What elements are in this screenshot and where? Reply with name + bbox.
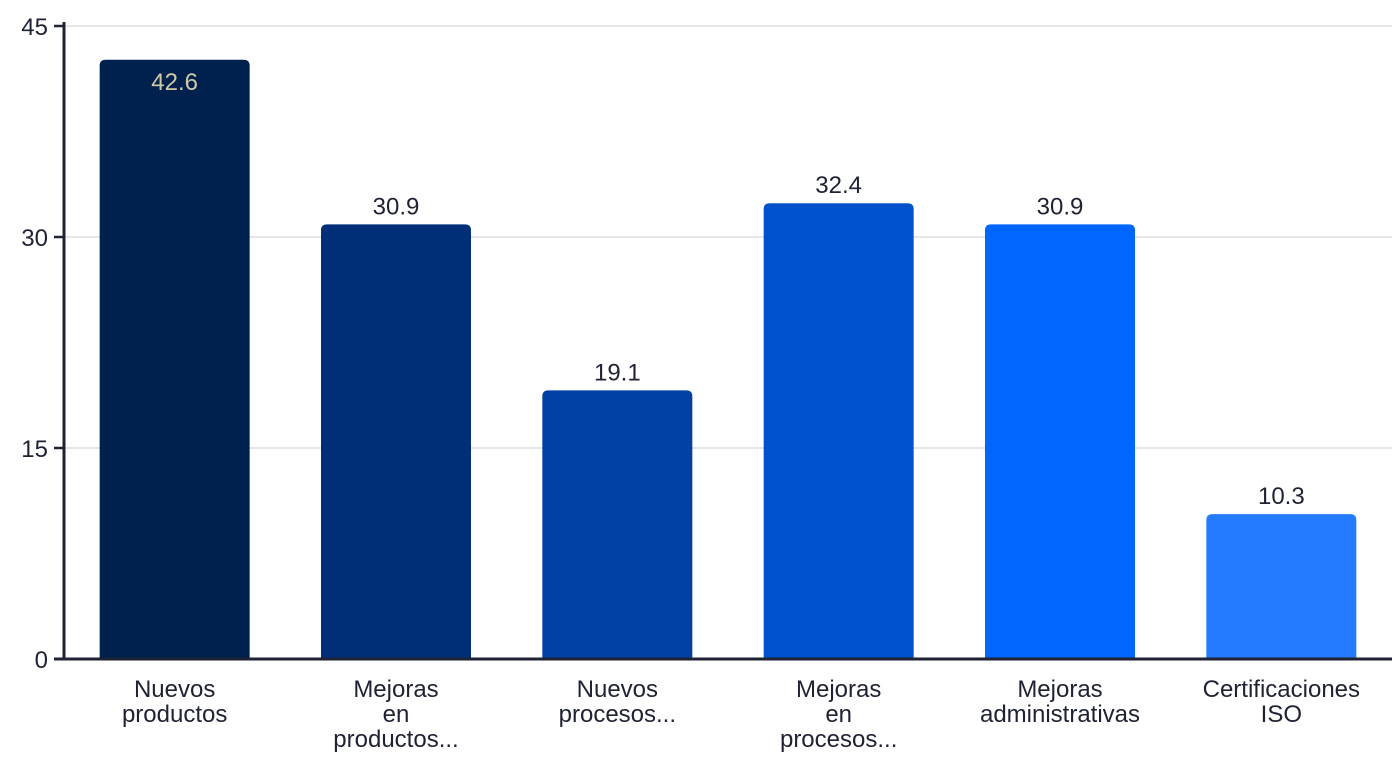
x-tick-label: en xyxy=(383,701,410,728)
bar xyxy=(321,224,471,659)
labels: 015304542.6Nuevosproductos30.9Mejorasenp… xyxy=(21,14,1360,753)
bar-value-label: 30.9 xyxy=(373,193,420,220)
x-tick-label: Nuevos xyxy=(577,676,658,703)
x-tick-label: Nuevos xyxy=(134,676,215,703)
x-tick-label: Mejoras xyxy=(353,676,438,703)
x-tick-label: Mejoras xyxy=(796,676,881,703)
bar-value-label: 42.6 xyxy=(151,69,198,96)
bar xyxy=(542,390,693,659)
x-tick-label: en xyxy=(825,701,852,728)
bar xyxy=(985,224,1135,659)
x-tick-label: administrativas xyxy=(980,701,1140,728)
x-tick-label: Certificaciones xyxy=(1203,676,1360,703)
x-tick-label: ISO xyxy=(1261,701,1302,728)
y-tick-label: 45 xyxy=(21,14,48,41)
x-tick-label: Mejoras xyxy=(1017,676,1102,703)
bars xyxy=(99,59,1357,660)
y-tick-label: 0 xyxy=(35,647,48,674)
bar xyxy=(99,59,250,659)
y-tick-label: 30 xyxy=(21,225,48,252)
bar xyxy=(1206,514,1357,659)
bar xyxy=(763,203,914,660)
bar-value-label: 10.3 xyxy=(1258,483,1305,510)
axes xyxy=(54,22,1392,661)
x-tick-label: productos xyxy=(122,701,227,728)
x-tick-label: productos... xyxy=(333,726,458,753)
bar-value-label: 19.1 xyxy=(594,359,641,386)
bar-value-label: 30.9 xyxy=(1037,193,1084,220)
bar-value-label: 32.4 xyxy=(815,172,862,199)
x-tick-label: procesos... xyxy=(559,701,676,728)
y-tick-label: 15 xyxy=(21,436,48,463)
gridlines xyxy=(64,25,1392,449)
x-tick-label: procesos... xyxy=(780,726,897,753)
